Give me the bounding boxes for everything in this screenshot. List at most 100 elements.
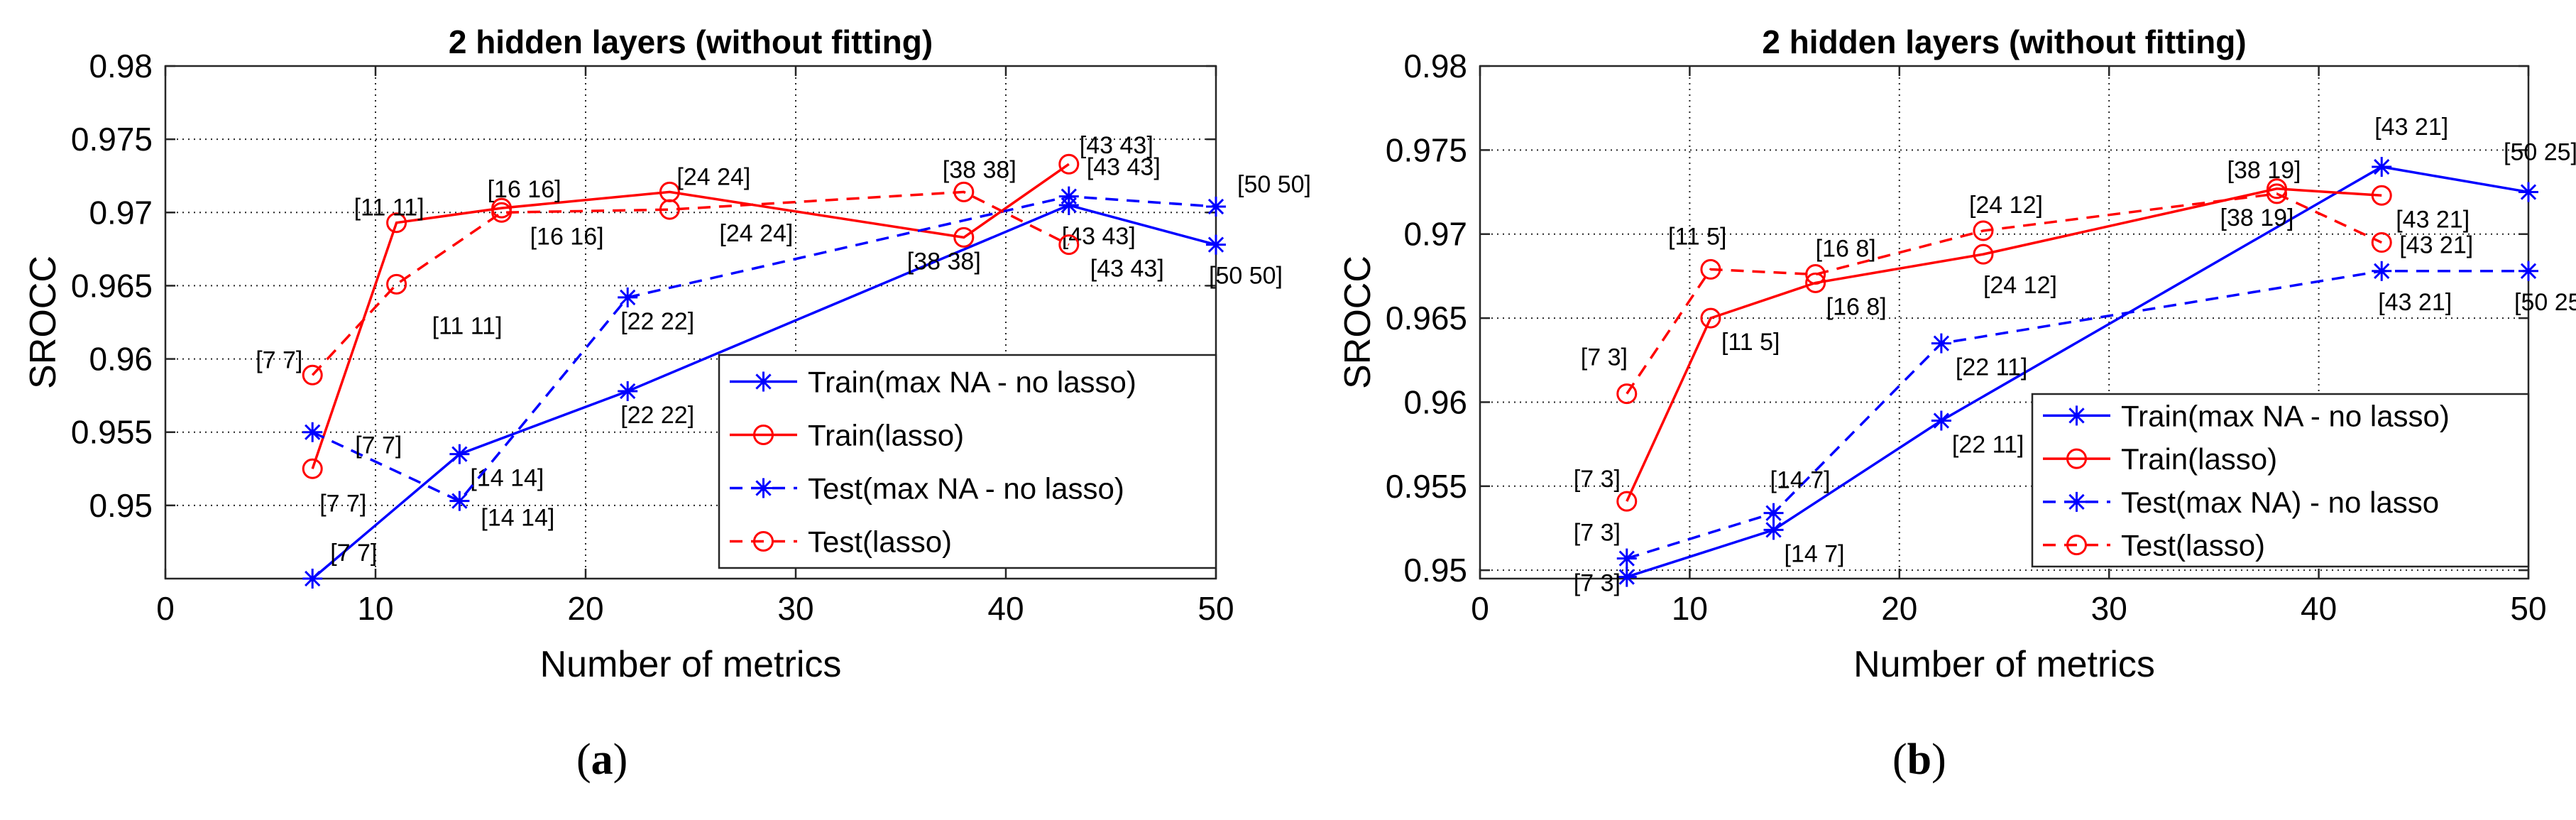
panel-b-data-label: [22 11] xyxy=(1952,431,2024,458)
panel-a-data-point xyxy=(449,444,470,464)
panel-b-data-label: [38 19] xyxy=(2227,157,2301,184)
panel-a-data-label: [38 38] xyxy=(943,156,1016,183)
panel-a-data-label: [43 43] xyxy=(1080,132,1153,159)
panel-a-series-line xyxy=(311,190,1070,376)
panel-b-x-tick-label: 10 xyxy=(1672,590,1708,627)
panel-a-data-point xyxy=(491,202,513,223)
panel-a-data-label: [24 24] xyxy=(676,163,750,190)
panel-a-data-point xyxy=(302,422,323,442)
panel-b-data-label: [24 12] xyxy=(1969,192,2043,219)
panel-b-data-label: [7 3] xyxy=(1581,344,1628,371)
panel-a-data-point xyxy=(302,458,323,479)
panel-a-data-point xyxy=(386,273,407,295)
panel-b-data-point xyxy=(2519,182,2538,202)
panel-a-legend-marker xyxy=(753,425,774,445)
panel-a-data-label: [11 11] xyxy=(432,312,503,339)
panel-b-data-label: [43 21] xyxy=(2399,232,2473,259)
panel-a-data-label: [14 14] xyxy=(481,505,554,532)
panel-a-x-axis-label: Number of metrics xyxy=(540,644,842,685)
panel-b-data-label: [22 11] xyxy=(1956,354,2027,381)
panel-a-data-label: [11 11] xyxy=(354,195,424,222)
panel-b-data-label: [50 25] xyxy=(2504,139,2576,166)
panel-b-data-point xyxy=(1700,258,1721,280)
panel-a-legend-entry: Train(max NA - no lasso) xyxy=(808,366,1136,399)
panel-a-y-tick-label: 0.955 xyxy=(71,414,153,451)
panel-a-data-label: [16 16] xyxy=(488,176,561,203)
panel-a-x-tick-label: 10 xyxy=(357,590,393,627)
panel-a-axes-box xyxy=(164,65,1217,580)
panel-b-x-tick-label: 50 xyxy=(2510,590,2546,627)
panel-a-series-line xyxy=(311,163,1070,469)
panel-b-legend-entry: Train(lasso) xyxy=(2121,442,2277,476)
panel-a-x-tick-label: 40 xyxy=(987,590,1024,627)
panel-a-data-point xyxy=(1058,153,1080,175)
panel-a-data-point xyxy=(1058,186,1079,207)
panel-b-legend-marker xyxy=(2066,448,2087,469)
panel-a-data-label: [43 43] xyxy=(1087,154,1161,181)
panel-b-x-tick-label: 40 xyxy=(2301,590,2337,627)
panel-a-legend-marker xyxy=(753,478,774,498)
panel-b-data-label: [43 21] xyxy=(2374,114,2448,141)
panel-a-data-point xyxy=(302,364,323,386)
panel-a-data-label: [50 50] xyxy=(1209,263,1283,290)
panel-a-data-point xyxy=(1206,197,1226,217)
panel-b-data-point xyxy=(1616,548,1637,569)
panel-b-data-point xyxy=(2371,232,2392,253)
panel-b-data-label: [43 21] xyxy=(2396,206,2470,233)
panel-b-data-label: [14 7] xyxy=(1785,540,1845,567)
panel-a-data-point xyxy=(953,226,975,248)
panel-b-data-point xyxy=(1931,333,1951,354)
panel-b-data-point xyxy=(1805,264,1826,285)
panel-b-legend-marker xyxy=(2066,405,2087,426)
panel-a-legend-box xyxy=(718,354,1217,569)
panel-b-data-point xyxy=(1616,567,1637,587)
panel-b-x-axis-label: Number of metrics xyxy=(1853,644,2155,685)
panel-b-y-tick-label: 0.975 xyxy=(1386,131,1467,168)
caption-a: (a) xyxy=(576,736,628,784)
panel-b-y-axis-label: SROCC xyxy=(1337,256,1379,389)
panel-b-data-label: [7 3] xyxy=(1574,520,1621,547)
panel-b-title: 2 hidden layers (without fitting) xyxy=(1762,23,2246,60)
panel-b-y-tick-label: 0.955 xyxy=(1386,468,1467,505)
panel-a-legend-entry: Test(lasso) xyxy=(808,525,952,559)
panel-a-title: 2 hidden layers (without fitting) xyxy=(449,23,933,60)
panel-b-axes-box xyxy=(1479,65,2530,580)
panel-a-y-tick-label: 0.97 xyxy=(89,194,153,231)
panel-b-data-label: [38 19] xyxy=(2220,204,2294,231)
panel-b-x-tick-label: 30 xyxy=(2091,590,2127,627)
panel-b-series-line xyxy=(1626,187,2382,502)
panel-a-data-point xyxy=(659,199,680,220)
panel-a-data-label: [38 38] xyxy=(907,248,981,275)
panel-b-legend-box xyxy=(2031,393,2530,568)
panel-a-y-tick-label: 0.98 xyxy=(89,48,153,84)
panel-a-data-point xyxy=(618,381,638,401)
panel-a-data-point xyxy=(1058,234,1080,256)
panel-b-data-point xyxy=(1700,307,1721,329)
panel-b-data-point xyxy=(1763,520,1784,540)
panel-b-data-point xyxy=(1973,244,1994,265)
panel-b-data-point xyxy=(2372,157,2392,177)
panel-a-data-label: [7 7] xyxy=(319,490,366,517)
panel-a-legend-entry: Train(lasso) xyxy=(808,419,964,452)
panel-b-data-label: [50 25] xyxy=(2514,289,2576,316)
panel-b-y-tick-label: 0.96 xyxy=(1403,383,1467,420)
panel-a-data-point xyxy=(1206,234,1226,255)
panel-b-data-point xyxy=(1616,491,1638,512)
panel-a-x-tick-label: 0 xyxy=(156,590,175,627)
panel-b-data-label: [43 21] xyxy=(2378,289,2452,316)
panel-b-data-label: [24 12] xyxy=(1983,272,2057,299)
panel-a-y-tick-label: 0.95 xyxy=(89,487,153,524)
panel-b-data-point xyxy=(2371,185,2392,206)
panel-a-data-label: [22 22] xyxy=(620,308,694,335)
panel-b-data-point xyxy=(1616,383,1638,405)
panel-b-data-label: [16 8] xyxy=(1826,293,1887,320)
panel-a-x-tick-label: 20 xyxy=(567,590,603,627)
panel-a-data-label: [16 16] xyxy=(530,223,604,250)
panel-b-data-label: [11 5] xyxy=(1668,223,1727,250)
panel-a-y-tick-label: 0.975 xyxy=(71,121,153,158)
panel-a-data-point xyxy=(302,569,323,589)
panel-b-y-tick-label: 0.98 xyxy=(1403,48,1467,84)
panel-b-data-point xyxy=(1931,410,1951,431)
